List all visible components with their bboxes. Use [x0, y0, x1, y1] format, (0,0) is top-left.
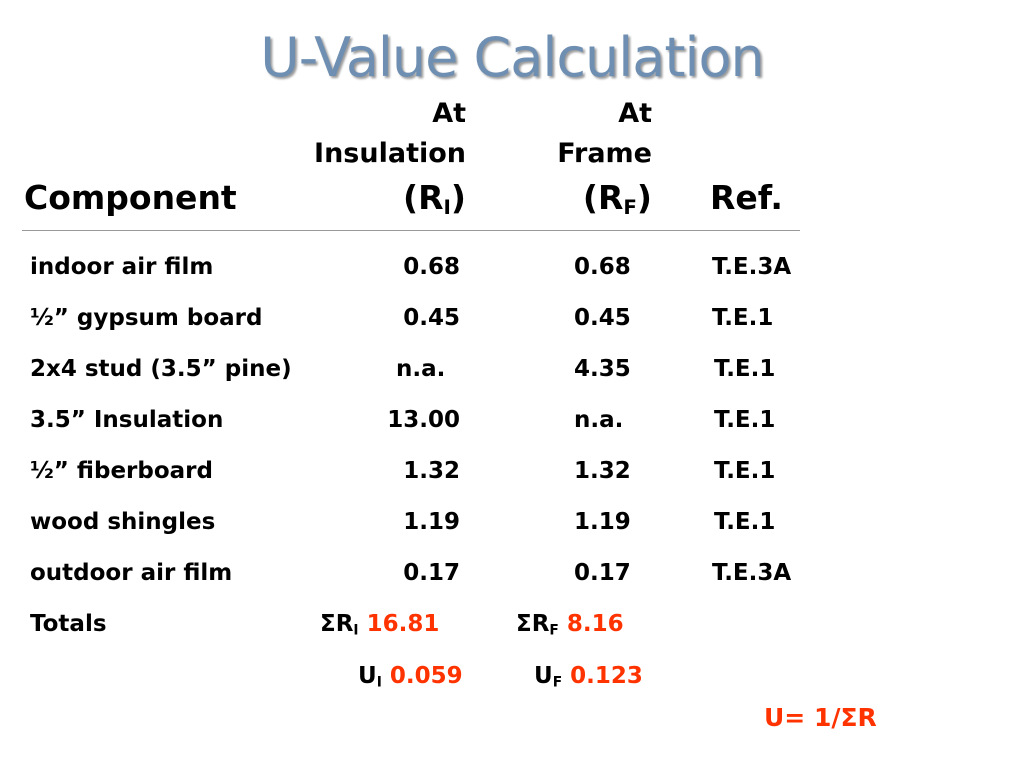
insulation-cell: 0.45 [403, 305, 460, 331]
page-title: U-Value Calculation [260, 26, 765, 89]
sum-r-insulation: ΣRI 16.81 [320, 611, 440, 639]
insulation-header-line2: Insulation [314, 138, 466, 169]
frame-cell: n.a. [574, 407, 624, 433]
ref-cell: T.E.1 [714, 407, 776, 433]
u-insulation-value: 0.059 [389, 663, 463, 689]
frame-header-line1: At [618, 98, 652, 129]
u-frame: UF 0.123 [534, 663, 643, 691]
insulation-cell: 0.17 [403, 560, 460, 586]
totals-label: Totals [30, 611, 107, 637]
u-formula: U= 1/ΣR [764, 703, 877, 732]
ref-header: Ref. [710, 178, 783, 217]
ref-cell: T.E.1 [712, 305, 774, 331]
frame-cell: 0.68 [574, 254, 631, 280]
component-cell: wood shingles [30, 509, 216, 535]
frame-header-line2: Frame [557, 138, 652, 169]
insulation-cell: 13.00 [387, 407, 460, 433]
sum-r-frame: ΣRF 8.16 [516, 611, 624, 639]
ref-cell: T.E.3A [712, 254, 792, 280]
component-header: Component [24, 178, 237, 217]
component-cell: ½” fiberboard [30, 458, 213, 484]
ref-cell: T.E.1 [714, 458, 776, 484]
u-insulation: UI 0.059 [358, 663, 463, 691]
frame-cell: 1.19 [574, 509, 631, 535]
insulation-header-line1: At [432, 98, 466, 129]
insulation-symbol-header: (RI) [403, 178, 466, 219]
u-frame-value: 0.123 [570, 663, 643, 689]
insulation-cell: n.a. [396, 356, 446, 382]
header-divider [22, 230, 800, 231]
sum-r-insulation-value: 16.81 [366, 611, 440, 637]
insulation-cell: 1.19 [403, 509, 460, 535]
frame-cell: 0.17 [574, 560, 631, 586]
frame-cell: 1.32 [574, 458, 631, 484]
component-cell: ½” gypsum board [30, 305, 263, 331]
insulation-cell: 1.32 [403, 458, 460, 484]
sum-r-frame-value: 8.16 [566, 611, 624, 637]
frame-symbol-header: (RF) [582, 178, 652, 219]
ref-cell: T.E.1 [714, 356, 776, 382]
component-cell: 2x4 stud (3.5” pine) [30, 356, 292, 382]
component-cell: outdoor air film [30, 560, 233, 586]
frame-cell: 4.35 [574, 356, 631, 382]
insulation-cell: 0.68 [403, 254, 460, 280]
frame-cell: 0.45 [574, 305, 631, 331]
ref-cell: T.E.3A [712, 560, 792, 586]
component-cell: 3.5” Insulation [30, 407, 224, 433]
component-cell: indoor air film [30, 254, 214, 280]
ref-cell: T.E.1 [714, 509, 776, 535]
